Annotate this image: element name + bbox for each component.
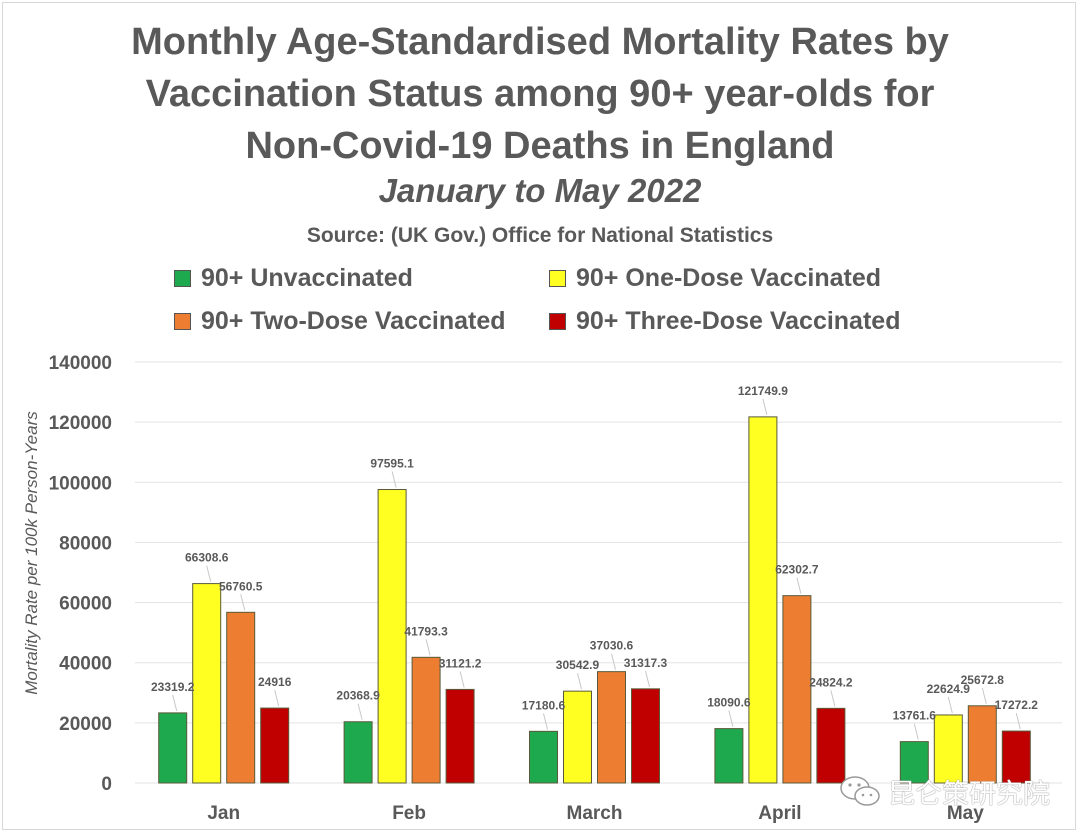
data-label: 24824.2 — [809, 675, 853, 689]
legend-label: 90+ Three-Dose Vaccinated — [576, 307, 901, 335]
legend-label: 90+ Unvaccinated — [201, 264, 413, 292]
leader-line — [981, 687, 987, 704]
leader-line — [357, 703, 363, 720]
data-label: 97595.1 — [370, 457, 414, 471]
leader-line — [172, 694, 178, 711]
data-label: 30542.9 — [556, 658, 600, 672]
data-label: 25672.8 — [961, 673, 1005, 687]
bar — [377, 489, 407, 784]
leader-line — [206, 565, 212, 582]
leader-line — [645, 670, 650, 687]
chart-subtitle: January to May 2022 — [378, 172, 702, 209]
legend-swatch — [549, 270, 566, 287]
legend-item-three-dose: 90+ Three-Dose Vaccinated — [549, 307, 900, 336]
legend-label: 90+ One-Dose Vaccinated — [576, 264, 882, 292]
bar — [714, 728, 744, 784]
x-tick-label: Feb — [392, 803, 426, 824]
watermark-text: 昆仑策研究院 — [888, 779, 1050, 809]
data-label: 23319.2 — [151, 680, 195, 694]
y-tick-label: 120000 — [49, 413, 112, 434]
x-tick-label: Jan — [207, 803, 240, 824]
y-tick-label: 80000 — [59, 533, 112, 554]
y-tick-label: 140000 — [49, 353, 112, 374]
chart-title-line-2: Vaccination Status among 90+ year-olds f… — [145, 73, 935, 115]
data-label: 56760.5 — [219, 579, 263, 593]
bar — [529, 730, 558, 784]
y-tick-label: 20000 — [59, 714, 112, 735]
x-tick-label: April — [758, 803, 801, 824]
bar — [899, 741, 929, 784]
data-label: 13761.6 — [893, 709, 937, 723]
watermark: 昆仑策研究院 — [838, 772, 1050, 811]
bar — [597, 671, 626, 784]
leader-line — [830, 690, 836, 707]
bar — [158, 712, 188, 784]
wechat-icon — [840, 775, 880, 806]
data-label: 31121.2 — [439, 656, 482, 670]
chart-title-line-1: Monthly Age-Standardised Mortality Rates… — [131, 21, 949, 63]
leader-line — [947, 696, 953, 714]
leader-line — [459, 671, 465, 688]
data-label: 62302.7 — [775, 563, 819, 577]
bar — [933, 714, 963, 784]
leader-line — [611, 653, 616, 670]
chart-title-line-3: Non-Covid-19 Deaths in England — [245, 125, 835, 167]
y-tick-label: 40000 — [59, 654, 112, 675]
bar — [445, 688, 475, 784]
data-label: 24916 — [258, 675, 292, 689]
legend-swatch — [549, 313, 566, 330]
y-tick-label: 100000 — [49, 473, 112, 494]
leader-line — [577, 673, 582, 690]
bar — [816, 707, 846, 784]
legend-label: 90+ Two-Dose Vaccinated — [201, 307, 506, 335]
leader-line — [762, 398, 768, 416]
bar — [192, 583, 222, 784]
leader-line — [913, 723, 919, 740]
leader-line — [728, 710, 734, 727]
y-axis-label: Mortality Rate per 100k Person-Years — [22, 411, 41, 695]
legend-swatch — [174, 313, 191, 330]
source-note: Source: (UK Gov.) Office for National St… — [306, 224, 774, 247]
legend-item-unvaccinated: 90+ Unvaccinated — [174, 264, 413, 293]
bar — [748, 416, 778, 784]
leader-line — [274, 689, 280, 707]
data-label: 17272.2 — [995, 698, 1039, 712]
legend-swatch — [174, 270, 191, 287]
legend-item-two-dose: 90+ Two-Dose Vaccinated — [174, 307, 506, 336]
data-label: 18090.6 — [707, 696, 751, 710]
x-tick-label: March — [567, 803, 623, 824]
bar — [631, 688, 660, 784]
bar — [1001, 730, 1031, 784]
bar — [260, 707, 290, 784]
data-label: 22624.9 — [927, 682, 971, 696]
bar — [411, 656, 441, 784]
data-label: 121749.9 — [738, 384, 788, 398]
y-tick-label: 60000 — [59, 594, 112, 615]
y-tick-label: 0 — [101, 774, 112, 795]
data-label: 37030.6 — [590, 639, 634, 653]
data-label: 41793.3 — [404, 624, 448, 638]
x-tick-label: May — [947, 803, 984, 824]
leader-line — [1015, 712, 1021, 730]
data-label: 66308.6 — [185, 551, 229, 565]
bar — [563, 690, 592, 784]
chart-title: Monthly Age-Standardised Mortality Rates… — [0, 16, 1080, 172]
leader-line — [543, 713, 548, 730]
leader-line — [425, 639, 431, 656]
leader-line — [391, 471, 397, 488]
bar — [226, 611, 256, 784]
data-label: 17180.6 — [522, 698, 566, 712]
data-label: 20368.9 — [336, 689, 380, 703]
leader-line — [240, 594, 246, 611]
bar — [782, 595, 812, 784]
leader-line — [796, 577, 802, 594]
legend-item-one-dose: 90+ One-Dose Vaccinated — [549, 264, 881, 293]
bar — [967, 705, 997, 784]
data-label: 31317.3 — [624, 656, 668, 670]
bar — [343, 721, 373, 784]
